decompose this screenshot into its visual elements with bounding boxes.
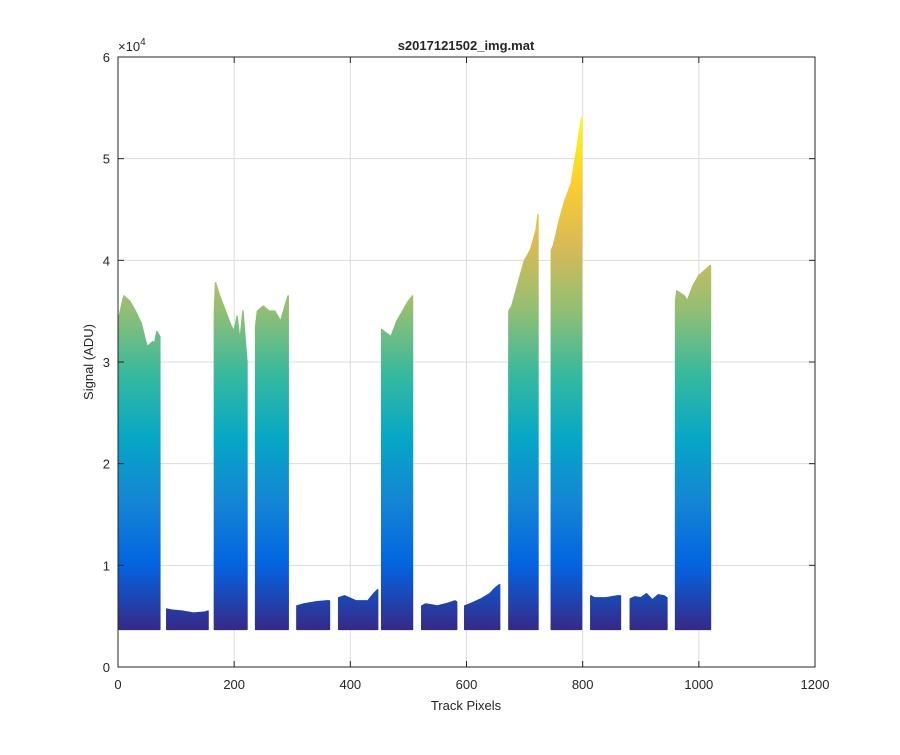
y-tick-label: 2: [103, 457, 110, 472]
y-tick-labels: 0 1 2 3 4 5 6: [103, 50, 110, 675]
x-tick-label: 600: [456, 677, 478, 692]
data-layer: [118, 117, 712, 631]
y-exponent-label: ×104: [118, 37, 146, 54]
y-tick-label: 0: [103, 660, 110, 675]
signal-segment-11: [550, 117, 583, 631]
signal-segment-5: [296, 600, 331, 631]
x-tick-label: 1200: [801, 677, 830, 692]
y-tick-label: 4: [103, 253, 110, 268]
signal-segment-9: [464, 583, 501, 631]
x-tick-label: 200: [223, 677, 245, 692]
signal-segment-3: [213, 281, 248, 631]
x-tick-label: 800: [572, 677, 594, 692]
x-tick-labels: 0 200 400 600 800 1000 1200: [114, 677, 829, 692]
signal-segment-12: [590, 595, 622, 631]
signal-segment-14: [674, 264, 712, 631]
signal-segment-8: [421, 600, 458, 631]
signal-segment-10: [508, 213, 539, 631]
x-axis-label: Track Pixels: [431, 698, 502, 713]
x-tick-label: 1000: [684, 677, 713, 692]
y-tick-label: 5: [103, 152, 110, 167]
signal-segment-6: [337, 588, 379, 631]
y-tick-label: 3: [103, 355, 110, 370]
signal-segment-13: [629, 593, 668, 631]
signal-segment-7: [380, 295, 414, 631]
signal-segment-1: [118, 295, 161, 631]
y-tick-label: 1: [103, 558, 110, 573]
x-tick-label: 400: [339, 677, 361, 692]
chart-title: s2017121502_img.mat: [398, 38, 535, 53]
y-axis-label: Signal (ADU): [81, 324, 96, 400]
signal-segment-2: [166, 608, 209, 631]
y-tick-label: 6: [103, 50, 110, 65]
ticks: [117, 56, 816, 668]
signal-segment-4: [254, 295, 289, 631]
x-tick-label: 0: [114, 677, 121, 692]
